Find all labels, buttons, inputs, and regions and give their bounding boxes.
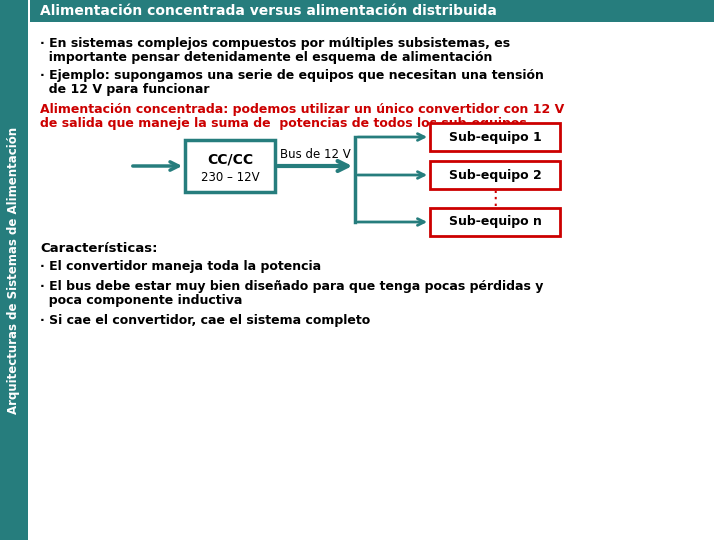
Text: Características:: Características: xyxy=(40,242,158,255)
Text: · El convertidor maneja toda la potencia: · El convertidor maneja toda la potencia xyxy=(40,260,321,273)
Bar xyxy=(430,123,560,151)
Text: poca componente inductiva: poca componente inductiva xyxy=(40,294,243,307)
Bar xyxy=(0,0,28,540)
Text: Sub-equipo 2: Sub-equipo 2 xyxy=(449,168,541,181)
Text: Bus de 12 V: Bus de 12 V xyxy=(279,148,351,161)
Text: de 12 V para funcionar: de 12 V para funcionar xyxy=(40,83,210,96)
Text: Arquitecturas de Sistemas de Alimentación: Arquitecturas de Sistemas de Alimentació… xyxy=(7,126,20,414)
Bar xyxy=(430,208,560,236)
Bar xyxy=(30,0,714,22)
Text: CC/CC: CC/CC xyxy=(207,153,253,167)
Text: importante pensar detenidamente el esquema de alimentación: importante pensar detenidamente el esque… xyxy=(40,51,492,64)
Text: 230 – 12V: 230 – 12V xyxy=(201,171,259,184)
Text: Sub-equipo 1: Sub-equipo 1 xyxy=(449,131,541,144)
Bar xyxy=(430,161,560,189)
Bar xyxy=(185,140,275,192)
Text: Alimentación concentrada: podemos utilizar un único convertidor con 12 V: Alimentación concentrada: podemos utiliz… xyxy=(40,103,564,116)
Text: · El bus debe estar muy bien diseñado para que tenga pocas pérdidas y: · El bus debe estar muy bien diseñado pa… xyxy=(40,280,544,293)
Text: Sub-equipo n: Sub-equipo n xyxy=(449,215,541,228)
Text: · En sistemas complejos compuestos por múltiples subsistemas, es: · En sistemas complejos compuestos por m… xyxy=(40,37,510,50)
Text: · Ejemplo: supongamos una serie de equipos que necesitan una tensión: · Ejemplo: supongamos una serie de equip… xyxy=(40,69,544,82)
Text: · Si cae el convertidor, cae el sistema completo: · Si cae el convertidor, cae el sistema … xyxy=(40,314,370,327)
Text: de salida que maneje la suma de  potencias de todos los sub-equipos: de salida que maneje la suma de potencia… xyxy=(40,117,527,130)
Text: Alimentación concentrada versus alimentación distribuida: Alimentación concentrada versus alimenta… xyxy=(40,4,497,18)
Text: ⋮: ⋮ xyxy=(485,189,505,208)
